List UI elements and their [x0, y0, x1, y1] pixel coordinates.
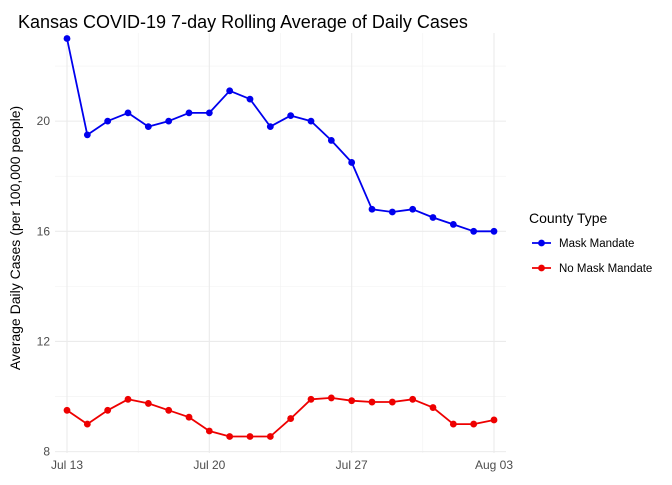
- data-point: [205, 109, 213, 117]
- legend: County Type Mask Mandate No Mask Mandate: [529, 210, 652, 275]
- data-point: [449, 420, 457, 428]
- data-point: [307, 117, 315, 125]
- data-point: [83, 420, 91, 428]
- data-point: [124, 109, 132, 117]
- data-point: [266, 123, 274, 131]
- series-line-0: [66, 38, 494, 233]
- data-point: [449, 221, 457, 228]
- x-tick-label: Aug 03: [475, 458, 513, 472]
- data-point: [470, 420, 478, 428]
- data-point: [144, 123, 152, 131]
- data-point: [388, 398, 396, 406]
- data-point: [409, 395, 417, 403]
- data-point: [429, 214, 437, 221]
- data-point: [470, 227, 478, 235]
- data-point: [63, 406, 71, 414]
- legend-label: No Mask Mandate: [559, 263, 652, 275]
- data-point: [368, 398, 376, 406]
- data-point: [348, 397, 356, 405]
- data-point: [165, 406, 173, 414]
- data-point: [246, 95, 254, 103]
- legend-key-point: [538, 264, 545, 272]
- x-tick-label: Jul 20: [193, 458, 225, 472]
- data-point: [388, 208, 396, 216]
- data-point: [63, 35, 71, 42]
- chart-title: Kansas COVID-19 7-day Rolling Average of…: [18, 12, 468, 32]
- data-point: [185, 109, 193, 117]
- data-point: [266, 433, 274, 440]
- y-axis-label: Average Daily Cases (per 100,000 people): [7, 106, 23, 370]
- data-point: [226, 87, 234, 95]
- y-tick-label: 16: [37, 224, 51, 238]
- data-point: [83, 131, 91, 139]
- data-point: [429, 404, 437, 411]
- data-point: [490, 227, 498, 235]
- series-group: [63, 35, 498, 440]
- y-tick-label: 20: [37, 114, 51, 128]
- data-point: [185, 413, 193, 421]
- data-point: [246, 433, 254, 440]
- data-point: [124, 395, 132, 403]
- series-line-1: [66, 396, 495, 438]
- data-point: [348, 159, 356, 166]
- legend-key-point: [538, 239, 545, 247]
- data-point: [307, 395, 315, 403]
- data-point: [144, 400, 152, 407]
- x-tick-label: Jul 27: [336, 458, 368, 472]
- legend-title: County Type: [529, 210, 608, 226]
- x-tick-label: Jul 13: [51, 458, 83, 472]
- y-tick-label: 8: [43, 445, 50, 459]
- data-point: [490, 416, 498, 424]
- data-point: [287, 112, 295, 120]
- y-tick-label: 12: [37, 334, 51, 348]
- data-point: [368, 205, 376, 213]
- data-point: [409, 205, 417, 213]
- data-point: [327, 394, 335, 402]
- data-point: [104, 406, 112, 414]
- data-point: [327, 137, 335, 144]
- data-point: [226, 433, 234, 440]
- axes: 8 12 16 20 Jul 13 Jul 20 Jul 27 Aug 03: [37, 114, 514, 472]
- data-point: [104, 117, 112, 125]
- data-point: [287, 415, 295, 422]
- legend-label: Mask Mandate: [559, 238, 634, 250]
- grid: [55, 33, 506, 453]
- data-point: [205, 427, 213, 435]
- data-point: [165, 117, 173, 125]
